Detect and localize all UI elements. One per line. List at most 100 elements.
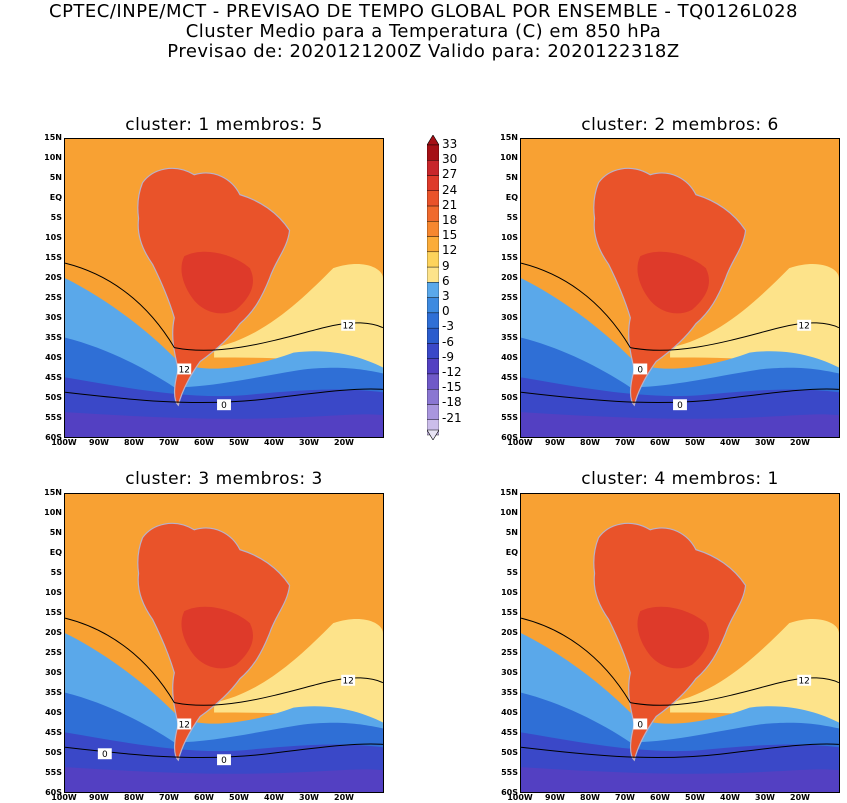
longitude-tick-label: 70W [615,793,635,802]
colorbar-swatch [427,221,439,237]
longitude-tick-label: 30W [755,793,775,802]
colorbar-label: 0 [442,304,450,319]
latitude-tick-label: 5N [505,528,518,537]
longitude-tick-label: 50W [229,793,249,802]
colorbar-label: 3 [442,289,450,303]
longitude-tick-label: 90W [89,793,109,802]
longitude-tick-label: 90W [545,793,565,802]
colorbar-swatch [427,389,439,405]
contour-label: 12 [179,365,190,375]
colorbar-swatch [427,343,439,359]
colorbar-swatch [427,327,439,344]
latitude-tick-label: 15S [45,608,62,617]
longitude-tick-label: 20W [334,793,354,802]
latitude-tick-label: 40S [45,708,62,717]
contour-label: 12 [798,677,809,687]
longitude-tick-label: 60W [194,438,214,447]
colorbar-label: 21 [442,197,458,212]
longitude-tick-label: 100W [507,438,533,447]
latitude-tick-label: 10N [500,153,518,162]
latitude-tick-label: EQ [505,548,518,557]
colorbar-swatch [427,251,439,268]
latitude-tick-label: 55S [501,768,518,777]
longitude-tick-label: 40W [720,438,740,447]
latitude-tick-label: 5N [49,173,62,182]
colorbar-swatch [427,373,439,390]
latitude-tick-label: 10N [44,153,62,162]
latitude-tick-label: EQ [49,548,62,557]
latitude-tick-label: 15N [44,133,62,142]
latitude-tick-label: 20S [45,628,62,637]
latitude-tick-label: EQ [49,193,62,202]
longitude-tick-label: 80W [580,793,600,802]
colorbar-label: -18 [442,395,462,410]
latitude-tick-label: 5S [50,213,62,222]
latitude-tick-label: 20S [45,273,62,282]
longitude-tick-label: 70W [615,438,635,447]
colorbar-label: -3 [442,319,454,334]
colorbar-label: 30 [442,152,458,167]
contour-label: 0 [637,365,643,375]
latitude-tick-label: 50S [45,748,62,757]
latitude-tick-label: 40S [501,353,518,362]
isotherm-band [214,264,383,378]
latitude-tick-label: 15S [45,253,62,262]
longitude-tick-label: 70W [159,793,179,802]
latitude-tick-label: 45S [45,373,62,382]
colorbar-swatch [427,175,439,191]
colorbar [427,135,439,440]
latitude-tick-label: 25S [501,648,518,657]
latitude-tick-label: 15N [44,488,62,497]
latitude-tick-label: 40S [45,353,62,362]
isotherm-band [214,619,383,733]
latitude-tick-label: 20S [501,628,518,637]
colorbar-label: 33 [442,137,458,151]
latitude-tick-label: 10S [501,233,518,242]
colorbar-swatch [427,358,439,375]
latitude-tick-label: 50S [501,748,518,757]
latitude-tick-label: 25S [45,293,62,302]
longitude-tick-label: 20W [334,438,354,447]
panel-1-title: cluster: 1 membros: 5 [125,115,323,135]
latitude-tick-label: 15S [501,608,518,617]
isotherm-band [670,264,839,378]
latitude-tick-label: 20S [501,273,518,282]
longitude-tick-label: 30W [299,438,319,447]
contour-label: 0 [221,756,227,766]
colorbar-swatch [427,205,439,222]
contour-label: 0 [102,750,108,760]
latitude-tick-label: 35S [45,333,62,342]
panel-4-title: cluster: 4 membros: 1 [581,469,779,489]
contour-label: 12 [179,720,190,730]
latitude-tick-label: 10S [501,588,518,597]
contour-label: 0 [677,401,683,411]
colorbar-swatch [427,190,439,207]
isotherm-band [670,619,839,733]
map-panel-4: 12 0 [520,493,840,793]
panel-3-title: cluster: 3 membros: 3 [125,469,323,489]
longitude-tick-label: 80W [124,793,144,802]
latitude-tick-label: 5N [505,173,518,182]
colorbar-label: -6 [442,334,454,349]
longitude-tick-label: 60W [650,793,670,802]
latitude-tick-label: 15N [500,133,518,142]
colorbar-label: 27 [442,167,458,182]
colorbar-swatch [427,312,439,329]
latitude-tick-label: 10S [45,588,62,597]
longitude-tick-label: 60W [194,793,214,802]
latitude-tick-label: 50S [45,393,62,402]
longitude-tick-label: 50W [685,438,705,447]
contour-label: 12 [342,322,353,332]
latitude-tick-label: 60S [45,788,62,797]
colorbar-swatch [427,297,439,314]
latitude-tick-label: 30S [45,668,62,677]
contour-label: 12 [342,677,353,687]
colorbar-label: 15 [442,228,458,243]
latitude-tick-label: 55S [45,768,62,777]
map-panel-2: 12 0 0 [520,138,840,438]
colorbar-swatch [427,236,439,253]
latitude-tick-label: 5S [506,213,518,222]
latitude-tick-label: 60S [501,433,518,442]
map-panel-1: 12 12 0 [64,138,384,438]
colorbar-label: -9 [442,349,454,364]
